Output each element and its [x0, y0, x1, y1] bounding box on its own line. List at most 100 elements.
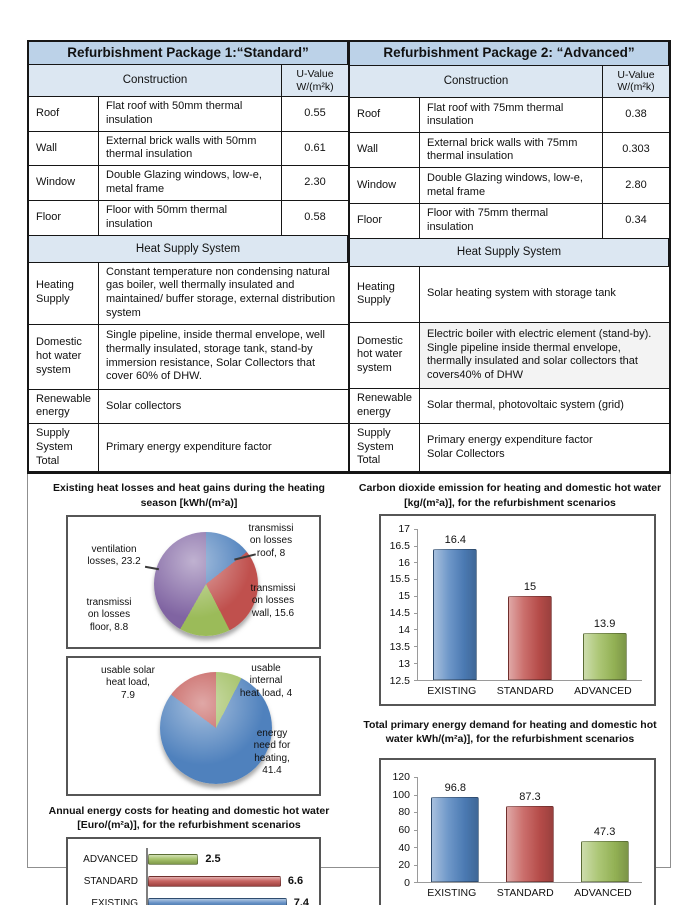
- y-axis-tick-label: 80: [398, 806, 410, 819]
- bar-value-label: 13.9: [593, 617, 616, 630]
- energy-costs-chart-title: Annual energy costs for heating and dome…: [48, 804, 330, 831]
- x-axis-category-labels: EXISTING STANDARD ADVANCED: [417, 883, 642, 899]
- row-label-cell: Renewable energy: [29, 389, 99, 425]
- bar-standard: [507, 595, 552, 680]
- heat-supply-header: Heat Supply System: [29, 235, 348, 263]
- row-label-cell: Renewable energy: [350, 388, 420, 424]
- y-axis-tick-mark: [414, 882, 418, 884]
- primary-energy-chart-title: Total primary energy demand for heating …: [363, 718, 657, 745]
- y-axis-tick-mark: [414, 545, 418, 547]
- plot-area: 16.4 15 13.9: [414, 528, 642, 681]
- pie-slice-label-wall: transmissi on losses wall, 15.6: [250, 582, 296, 619]
- y-axis-tick-mark: [414, 864, 418, 866]
- bar-value-label: 16.4: [444, 533, 467, 546]
- category-label: ADVANCED: [574, 684, 632, 697]
- row-label-cell: Supply System Total: [29, 424, 99, 473]
- bar-advanced: [580, 840, 629, 883]
- heat-losses-chart-title: Existing heat losses and heat gains duri…: [53, 482, 325, 509]
- bar-group: 15: [507, 529, 552, 680]
- row-uvalue-cell: 0.303: [603, 133, 669, 169]
- co2-chart-title: Carbon dioxide emission for heating and …: [358, 482, 662, 509]
- bar-standard: [148, 875, 281, 887]
- row-label-cell: Wall: [29, 131, 99, 167]
- package-2-table: Refurbishment Package 2: “Advanced” Cons…: [349, 42, 669, 473]
- row-desc-cell: Flat roof with 75mm thermal insulation: [420, 98, 603, 134]
- y-axis-tick-label: 15: [398, 590, 410, 603]
- bar-value-label: 96.8: [444, 782, 467, 795]
- y-axis-tick-mark: [414, 679, 418, 681]
- row-desc-cell: Double Glazing windows, low-e, metal fra…: [99, 166, 282, 202]
- pie-graphic: [154, 531, 258, 636]
- bar-group: 87.3: [505, 777, 554, 883]
- y-axis-tick-label: 14: [398, 624, 410, 637]
- bar-group: 13.9: [582, 529, 627, 680]
- row-uvalue-cell: 2.30: [282, 166, 348, 202]
- row-label-cell: Heating Supply: [350, 266, 420, 324]
- pie-slice-label-roof: transmissi on losses roof, 8: [248, 522, 294, 559]
- row-desc-cell: Constant temperature non condensing natu…: [99, 263, 348, 325]
- row-desc-cell: Electric boiler with electric element (s…: [420, 323, 669, 389]
- y-axis-tick-label: 13.5: [389, 641, 410, 653]
- y-axis-tick-label: 0: [404, 877, 410, 890]
- y-axis-tick-mark: [414, 777, 418, 779]
- y-axis-tick-label: 16: [398, 556, 410, 569]
- row-desc-cell: Floor with 50mm thermal insulation: [99, 201, 282, 236]
- bar-existing: [148, 897, 287, 905]
- row-desc-cell: Flat roof with 50mm thermal insulation: [99, 97, 282, 132]
- y-axis-tick-label: 60: [398, 824, 410, 837]
- bar-value-label: 15: [523, 580, 537, 593]
- y-axis-tick-label: 17: [398, 522, 410, 535]
- row-label-cell: Window: [350, 168, 420, 204]
- bar-existing: [433, 548, 478, 680]
- uvalue-header: U-Value W/(m²k): [603, 65, 669, 99]
- bar-advanced: [148, 853, 199, 865]
- pie-slice-label-solar: usable solar heat load, 7.9: [101, 664, 155, 701]
- y-axis-tick-mark: [414, 595, 418, 597]
- row-uvalue-cell: 0.55: [282, 97, 348, 132]
- row-desc-cell: Solar heating system with storage tank: [420, 267, 669, 324]
- y-axis-tick-mark: [414, 812, 418, 814]
- row-desc-cell: Primary energy expenditure factor Solar …: [420, 424, 669, 473]
- row-uvalue-cell: 0.38: [603, 98, 669, 134]
- row-label-cell: Floor: [29, 201, 99, 236]
- y-axis-tick-mark: [414, 528, 418, 530]
- category-label: STANDARD: [496, 684, 554, 697]
- row-label-cell: Roof: [350, 98, 420, 134]
- bar-value-label: 2.5: [205, 853, 221, 866]
- row-desc-cell: Floor with 75mm thermal insulation: [420, 203, 603, 239]
- plot-area: 96.8 87.3 47.3: [414, 777, 642, 884]
- y-axis-tick-label: 14.5: [389, 607, 410, 620]
- bar-track: 2.5: [146, 848, 309, 871]
- bar-track: 6.6: [146, 870, 309, 893]
- y-axis-tick-label: 20: [398, 859, 410, 872]
- package-1-title: Refurbishment Package 1:“Standard”: [29, 42, 348, 65]
- bar-standard: [505, 805, 554, 883]
- row-uvalue-cell: 0.61: [282, 132, 348, 167]
- y-axis-tick-mark: [414, 847, 418, 849]
- row-uvalue-cell: 2.80: [603, 168, 669, 204]
- y-axis-tick-mark: [414, 794, 418, 796]
- hbar-row: STANDARD 6.6: [72, 870, 309, 893]
- pie-slice-label-ventilation: ventilation losses, 23.2: [87, 543, 141, 568]
- primary-energy-bar-chart: 120 100 80 60 40 20 0 96.8 87.3 47.3: [379, 758, 656, 905]
- y-axis: 17 16.5 16 15.5 15 14.5 14 13.5 13 12.5: [381, 523, 417, 687]
- row-desc-cell: Double Glazing windows, low-e, metal fra…: [420, 168, 603, 204]
- category-label: EXISTING: [91, 897, 138, 905]
- bar-value-label: 6.6: [287, 875, 304, 888]
- y-axis-tick-label: 100: [392, 788, 410, 801]
- row-desc-cell: Primary energy expenditure factor: [99, 424, 348, 473]
- y-axis-tick-label: 13: [398, 657, 410, 670]
- row-desc-cell: External brick walls with 50mm thermal i…: [99, 131, 282, 167]
- row-label-cell: Domestic hot water system: [29, 324, 99, 390]
- heat-supply-header: Heat Supply System: [350, 238, 669, 267]
- pie-slice-label-internal: usable internal heat load, 4: [239, 662, 293, 699]
- y-axis-tick-label: 12.5: [389, 674, 410, 687]
- charts-section: Existing heat losses and heat gains duri…: [28, 474, 670, 905]
- y-axis-tick-label: 40: [398, 841, 410, 854]
- bar-group: 16.4: [433, 529, 478, 680]
- pie-graphic: [160, 671, 272, 784]
- row-desc-cell: Solar thermal, photovoltaic system (grid…: [420, 389, 669, 424]
- y-axis-tick-mark: [414, 629, 418, 631]
- heat-gains-pie-chart: usable solar heat load, 7.9 usable inter…: [66, 655, 321, 796]
- y-axis-tick-label: 120: [392, 771, 410, 784]
